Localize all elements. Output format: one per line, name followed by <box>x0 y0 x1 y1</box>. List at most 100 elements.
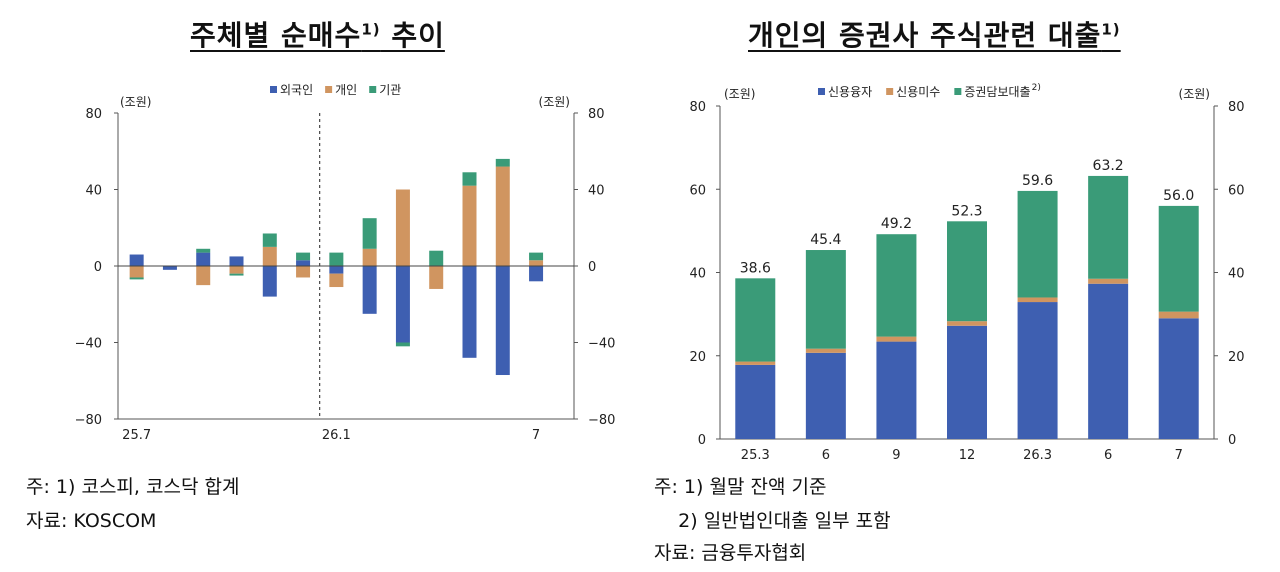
y-tick-label: −80 <box>75 413 102 428</box>
y-tick-label: 60 <box>689 183 706 198</box>
left-chart-panel: 주체별 순매수1) 추이 −80 −80 −40 −40 0 0 40 40 80 80 (조원) (… <box>26 19 616 532</box>
x-tick-label: 26.3 <box>1023 448 1052 460</box>
bar-segment-개인 <box>229 266 244 274</box>
bar-segment-증권담보대출 <box>735 278 776 362</box>
right-unit-label: (조원) <box>1179 87 1210 101</box>
bar-segment-신용융자 <box>1017 302 1058 439</box>
legend-swatch <box>270 86 277 93</box>
bar-segment-증권담보대출 <box>947 221 987 322</box>
bar-segment-외국인 <box>362 266 377 314</box>
x-tick-label: 7 <box>1175 448 1183 460</box>
y-tick-label: 80 <box>689 100 706 115</box>
x-tick-label: 25.7 <box>122 428 151 443</box>
bar-segment-신용미수 <box>876 336 917 342</box>
left-source: 자료: KOSCOM <box>26 510 157 532</box>
bar-segment-외국인 <box>296 260 311 266</box>
bar-total-label: 49.2 <box>881 216 912 232</box>
bar-total-label: 59.6 <box>1022 173 1053 189</box>
bar-segment-외국인 <box>529 266 544 282</box>
y-tick-label: −40 <box>75 337 102 352</box>
legend-swatch <box>886 88 894 95</box>
bar-segment-신용융자 <box>1158 318 1199 439</box>
right-unit-label: (조원) <box>539 95 570 109</box>
right-note-1: 주: 1) 월말 잔액 기준 <box>654 476 827 498</box>
right-chart-svg: 0 0 20 20 40 40 60 60 80 80 (조원) (조원) 38.6 25.3 45.4 6 4… <box>689 83 1245 460</box>
y-tick-label: 40 <box>689 267 706 282</box>
legend-swatch <box>325 86 333 93</box>
bar-segment-외국인 <box>329 266 344 274</box>
right-source: 자료: 금융투자협회 <box>654 542 807 564</box>
legend-label: 기관 <box>379 83 401 97</box>
bar-segment-개인 <box>495 166 510 266</box>
bar-segment-신용융자 <box>735 364 776 439</box>
y-tick-label-right: 40 <box>1228 267 1245 282</box>
x-tick-label: 6 <box>822 448 830 460</box>
bar-segment-증권담보대출 <box>805 250 846 349</box>
bar-segment-외국인 <box>495 266 510 376</box>
left-chart-svg: −80 −80 −40 −40 0 0 40 40 80 80 (조원) (조원) 25.7 26.1 7 외… <box>75 83 616 443</box>
bar-total-label: 63.2 <box>1093 158 1124 174</box>
y-tick-label: 0 <box>94 260 102 275</box>
bar-segment-증권담보대출 <box>1158 205 1199 312</box>
bar-total-label: 45.4 <box>810 232 841 248</box>
bar-segment-기관 <box>495 158 510 167</box>
bar-segment-기관 <box>362 218 377 249</box>
x-tick-label: 26.1 <box>322 428 351 443</box>
legend-label: 증권담보대출 <box>964 85 1030 99</box>
bar-segment-증권담보대출 <box>1017 190 1058 298</box>
bar-segment-외국인 <box>229 256 244 266</box>
x-tick-label: 12 <box>959 448 976 460</box>
right-note-2: 2) 일반법인대출 일부 포함 <box>654 510 891 532</box>
left-unit-label: (조원) <box>724 87 755 101</box>
y-tick-label-right: 80 <box>588 107 605 122</box>
bar-segment-개인 <box>362 248 377 266</box>
right-chart-title: 개인의 증권사 주식관련 대출1) <box>748 19 1121 52</box>
bar-segment-기관 <box>462 172 477 186</box>
bar-segment-증권담보대출 <box>876 234 917 337</box>
legend-label: 신용융자 <box>828 85 872 99</box>
bar-segment-증권담보대출 <box>1088 175 1129 279</box>
bar-segment-외국인 <box>196 252 211 266</box>
bar-segment-개인 <box>296 266 311 278</box>
legend-label: 개인 <box>335 83 357 97</box>
bar-segment-신용미수 <box>1017 297 1058 303</box>
bar-segment-외국인 <box>462 266 477 358</box>
bar-segment-개인 <box>129 266 144 278</box>
legend-label: 외국인 <box>280 83 313 97</box>
legend-label-sup: 2) <box>1032 83 1041 93</box>
legend-swatch <box>954 88 962 95</box>
y-tick-label: 20 <box>689 350 706 365</box>
left-chart-title: 주체별 순매수1) 추이 <box>190 19 445 52</box>
bar-segment-기관 <box>329 252 344 266</box>
bar-total-label: 56.0 <box>1163 188 1194 204</box>
bar-segment-외국인 <box>262 266 277 297</box>
x-tick-label: 9 <box>892 448 900 460</box>
bar-segment-개인 <box>196 266 211 286</box>
bar-segment-개인 <box>429 266 444 289</box>
y-tick-label-right: 0 <box>588 260 596 275</box>
bar-segment-신용융자 <box>1088 283 1129 439</box>
bar-segment-기관 <box>296 252 311 261</box>
left-unit-label: (조원) <box>120 95 151 109</box>
bar-segment-기관 <box>262 233 277 247</box>
bar-segment-신용미수 <box>947 321 987 326</box>
bar-segment-기관 <box>529 252 544 261</box>
x-tick-label: 7 <box>532 428 540 443</box>
y-tick-label: 0 <box>698 433 706 448</box>
bar-segment-신용미수 <box>805 348 846 353</box>
bar-segment-개인 <box>329 273 344 288</box>
y-tick-label-right: 60 <box>1228 183 1245 198</box>
bar-segment-신용미수 <box>1158 311 1199 319</box>
y-tick-label-right: −40 <box>588 337 615 352</box>
bar-segment-신용융자 <box>947 325 987 439</box>
bar-segment-신용미수 <box>735 361 776 365</box>
bar-segment-신용융자 <box>876 341 917 439</box>
y-tick-label-right: 80 <box>1228 100 1245 115</box>
legend-label: 신용미수 <box>896 85 940 99</box>
bar-total-label: 38.6 <box>740 260 771 276</box>
bar-segment-기관 <box>395 342 410 347</box>
bar-segment-외국인 <box>162 266 177 270</box>
y-tick-label: 80 <box>85 107 102 122</box>
y-tick-label-right: −80 <box>588 413 615 428</box>
bar-segment-개인 <box>462 185 477 266</box>
